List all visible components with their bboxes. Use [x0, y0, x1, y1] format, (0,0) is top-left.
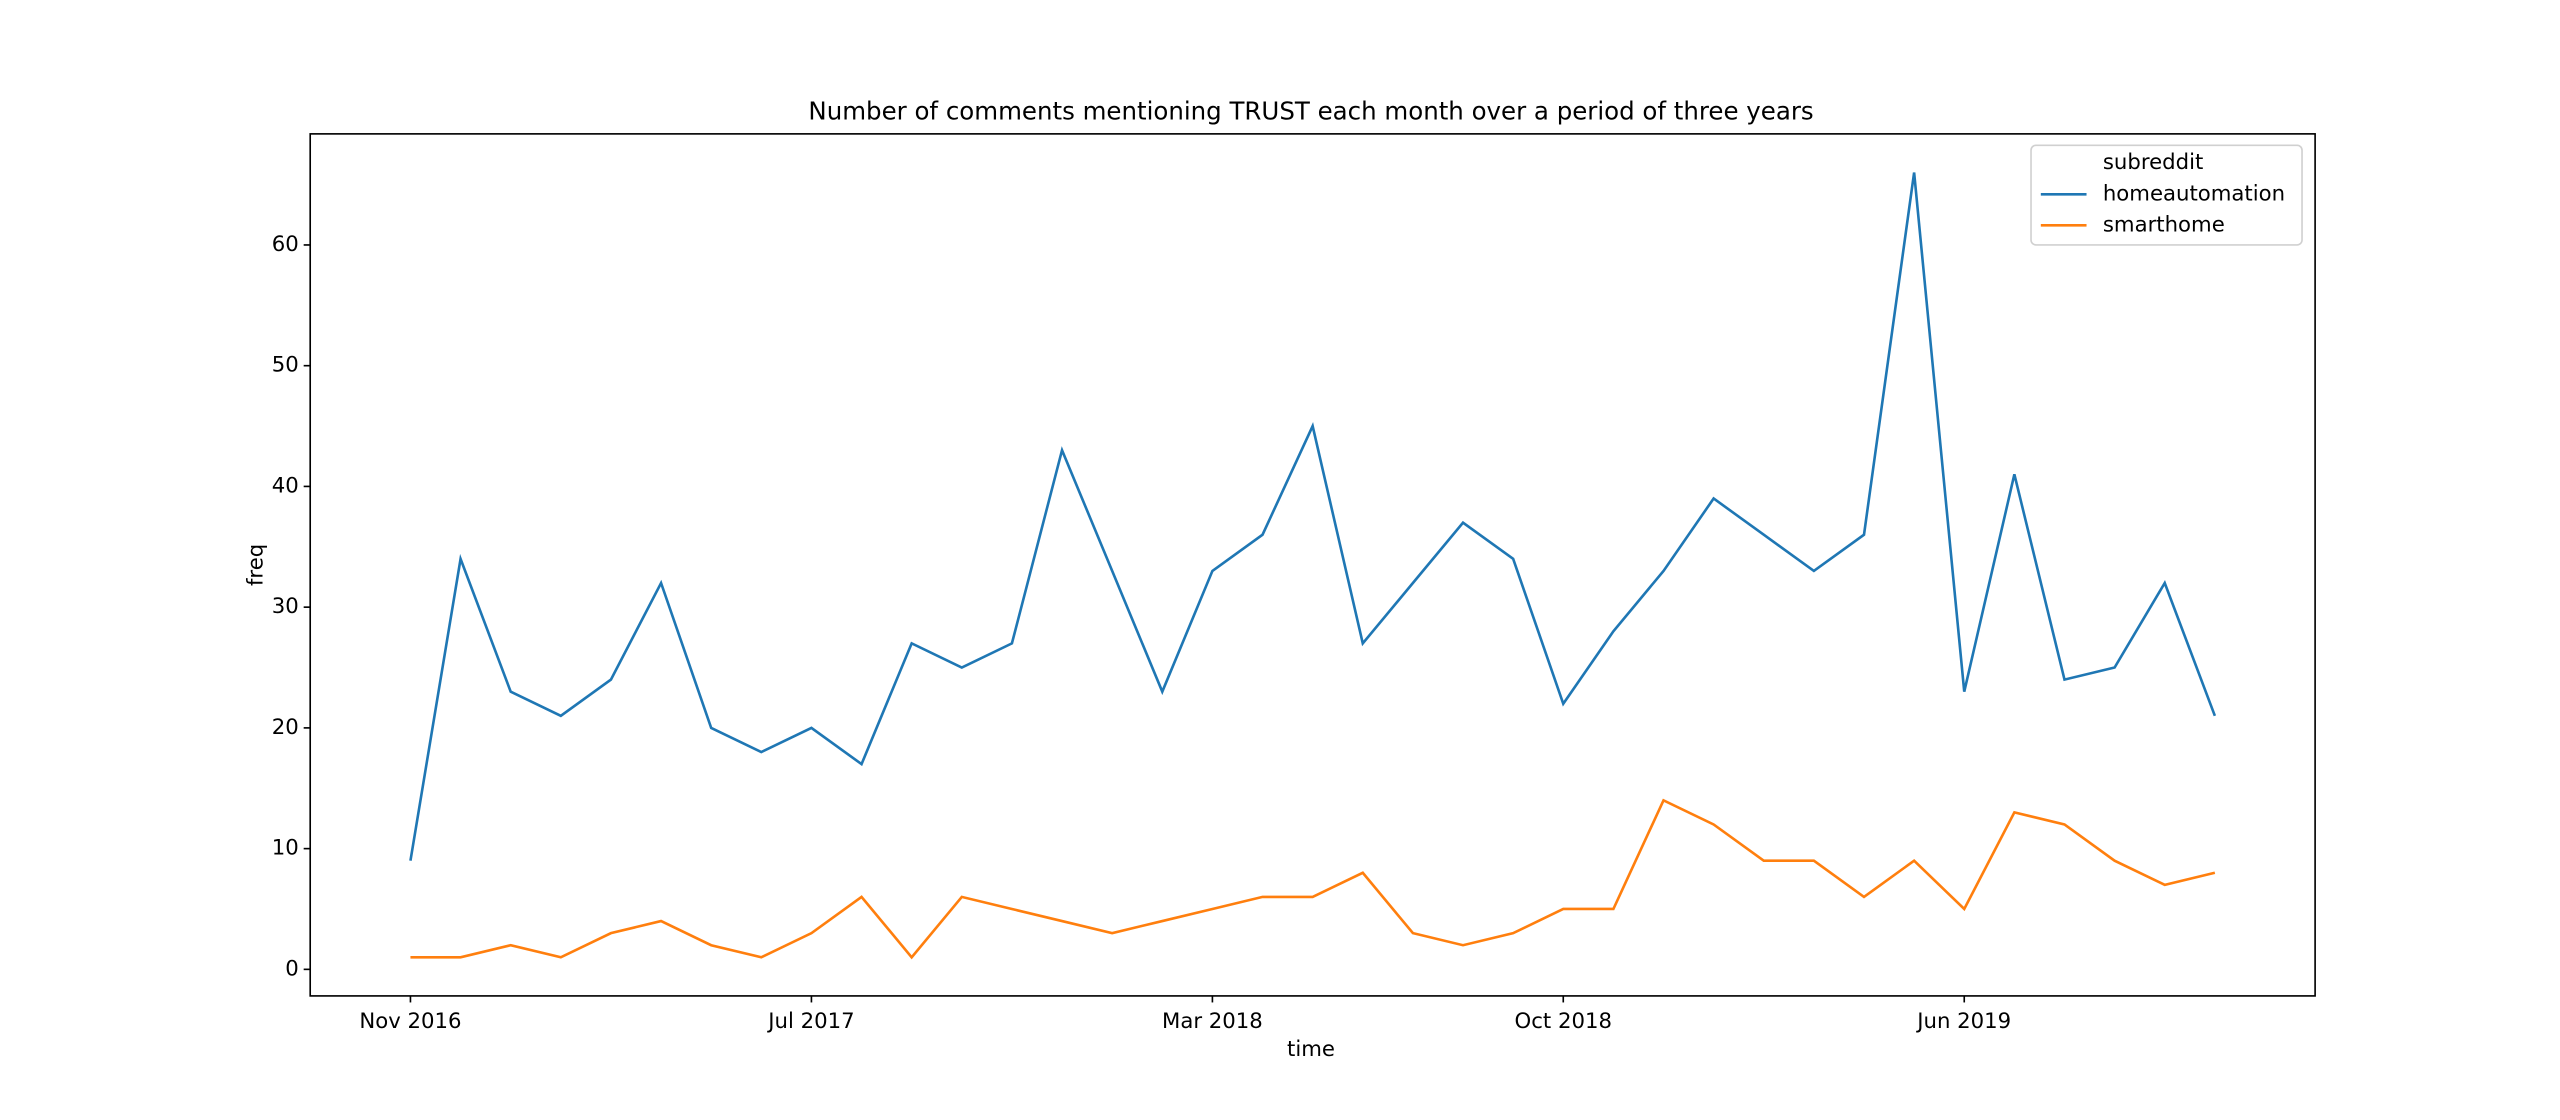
- chart-title: Number of comments mentioning TRUST each…: [808, 97, 1813, 126]
- x-tick-label: Jun 2019: [1915, 1009, 2011, 1034]
- y-tick-label: 40: [272, 473, 299, 498]
- y-tick-label: 30: [272, 594, 299, 619]
- x-axis-label: time: [1287, 1037, 1335, 1062]
- line: [409, 172, 2217, 861]
- legend-title: subreddit: [2103, 150, 2203, 175]
- y-tick-label: 60: [272, 232, 299, 257]
- line: [410, 798, 2216, 960]
- legend-label: smarthome: [2103, 212, 2225, 237]
- y-tick-label: 50: [272, 353, 299, 378]
- y-tick-label: 10: [272, 836, 299, 861]
- x-tick-label: Oct 2018: [1515, 1009, 1612, 1034]
- legend-label: homeautomation: [2103, 181, 2285, 206]
- y-tick-label: 20: [272, 715, 299, 740]
- x-tick-label: Mar 2018: [1162, 1009, 1263, 1034]
- x-tick-label: Nov 2016: [359, 1009, 461, 1034]
- y-tick-label: 0: [285, 956, 299, 981]
- plot-frame: [309, 133, 2316, 997]
- x-tick-label: Jul 2017: [766, 1009, 854, 1034]
- y-axis-label: freq: [243, 544, 268, 586]
- legend-box: [2030, 144, 2303, 246]
